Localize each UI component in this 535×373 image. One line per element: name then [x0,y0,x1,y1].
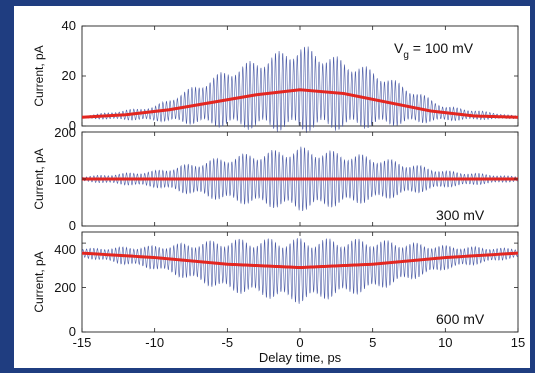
xtick-label: -5 [222,335,234,350]
envelope-line [81,251,519,270]
oscillation-line [81,238,519,304]
panel-1-ylabel: Current, pA [32,45,46,106]
panel-2-ytick-label: 200 [54,125,76,140]
chart-svg: 40 20 0 Current, pA Vg = 100 mV 200 100 … [32,18,526,365]
xtick-label: -10 [145,335,164,350]
panel-3-ylabel: Current, pA [32,251,46,312]
xtick-label: -15 [73,335,92,350]
panel-1-envelope [81,88,519,119]
panel-1-ytick-label: 20 [62,68,76,83]
panel-3-ytick-label: 400 [54,242,76,257]
panel-2-ticks [81,131,519,227]
xtick-label: 5 [369,335,376,350]
x-axis: -15 -10 -5 0 5 10 15 Delay time, ps [73,335,526,365]
panel-2-annotation: 300 mV [436,207,485,223]
panel-3: 400 200 0 Current, pA 600 mV [32,231,519,339]
figure: 40 20 0 Current, pA Vg = 100 mV 200 100 … [14,6,530,368]
panel-2-ytick-label: 0 [69,218,76,233]
panel-2-ytick-label: 100 [54,172,76,187]
panel-2: 200 100 0 Current, pA 300 mV [32,125,519,233]
panel-1-ytick-label: 40 [62,18,76,33]
panel-1-ytick-label: 0 [69,118,76,133]
xtick-label: 15 [511,335,525,350]
panel-1-annotation: Vg = 100 mV [394,40,474,61]
panel-3-oscillation [81,238,519,304]
panel-2-ylabel: Current, pA [32,148,46,209]
panel-3-ytick-label: 200 [54,280,76,295]
panel-3-envelope [81,251,519,270]
panel-1-ticks [81,25,519,127]
panel-3-ytick-label: 0 [69,324,76,339]
xtick-label: 10 [438,335,452,350]
envelope-line [81,88,519,119]
xtick-label: 0 [296,335,303,350]
panel-3-annotation: 600 mV [436,311,485,327]
panel-1: 40 20 0 Current, pA Vg = 100 mV [32,18,519,133]
panel-3-ticks [81,232,519,333]
x-axis-label: Delay time, ps [259,350,342,365]
